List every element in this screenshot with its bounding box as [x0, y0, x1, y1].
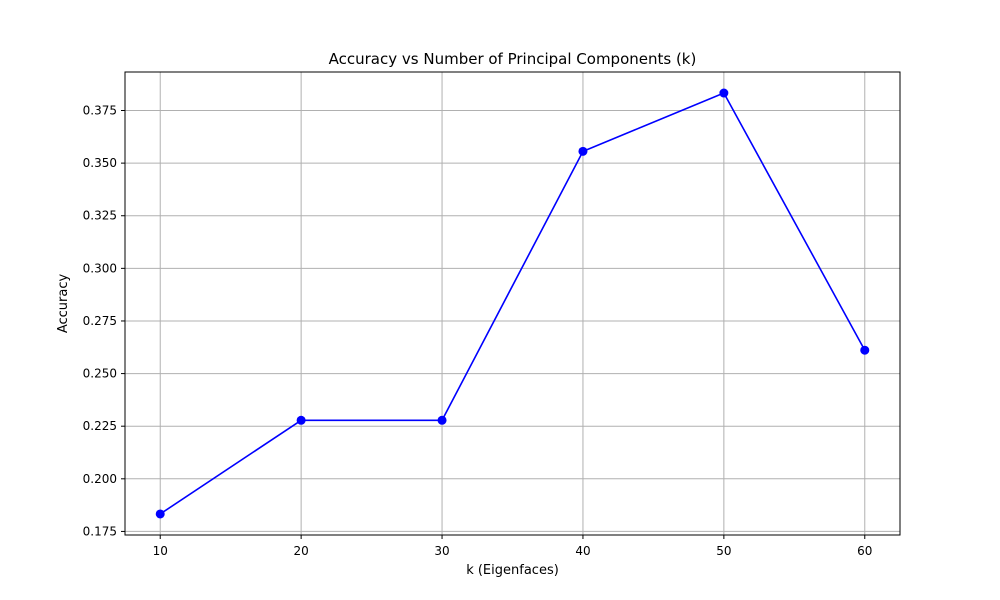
y-tick-label: 0.375 — [83, 104, 117, 118]
series-line — [159, 92, 866, 515]
x-tick-label: 10 — [153, 544, 168, 558]
plot-area — [125, 72, 900, 535]
series-layer — [155, 88, 870, 519]
y-axis-label: Accuracy — [56, 274, 71, 334]
x-tick-label: 30 — [434, 544, 449, 558]
data-point — [155, 509, 165, 519]
y-axis-ticks: 0.175 0.200 0.225 0.250 0.275 0.300 0.325 0.350… — [83, 104, 125, 538]
y-tick-label: 0.300 — [83, 261, 117, 275]
y-tick-label: 0.225 — [83, 419, 117, 433]
x-axis-label: k (Eigenfaces) — [466, 563, 559, 578]
x-tick-label: 50 — [716, 544, 731, 558]
chart-title: Accuracy vs Number of Principal Componen… — [329, 50, 697, 68]
data-point — [578, 146, 588, 156]
x-tick-label: 20 — [293, 544, 308, 558]
data-point — [860, 345, 870, 355]
y-tick-label: 0.175 — [83, 524, 117, 538]
y-tick-label: 0.325 — [83, 209, 117, 223]
x-tick-label: 40 — [575, 544, 590, 558]
data-point — [296, 415, 306, 425]
y-tick-label: 0.275 — [83, 314, 117, 328]
x-axis-ticks: 10 20 30 40 50 60 — [153, 535, 872, 558]
data-point — [437, 415, 447, 425]
data-point — [719, 88, 729, 98]
x-tick-label: 60 — [857, 544, 872, 558]
plot-frame — [124, 71, 901, 536]
y-tick-label: 0.250 — [83, 367, 117, 381]
grid-lines — [125, 72, 900, 535]
y-tick-label: 0.350 — [83, 156, 117, 170]
y-tick-label: 0.200 — [83, 472, 117, 486]
